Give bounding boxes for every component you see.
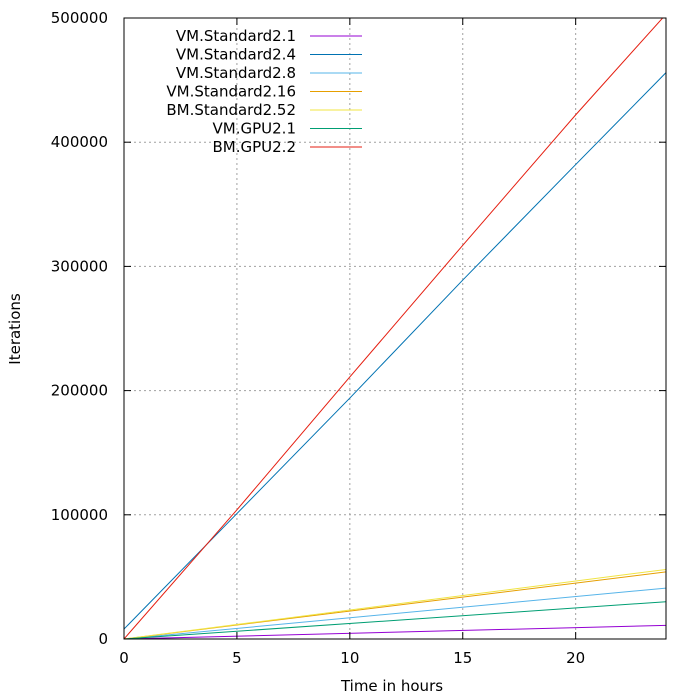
- x-tick-label: 0: [119, 649, 129, 667]
- series-line-1: [124, 624, 666, 639]
- series-line-2: [124, 72, 666, 630]
- y-tick-label: 100000: [51, 506, 108, 524]
- tick-labels: 0 5 10 15 20 0 100000 200000 300000 400000 500000: [51, 9, 585, 667]
- x-tick-label: 15: [453, 649, 472, 667]
- x-axis-title: Time in hours: [340, 677, 443, 695]
- legend-label: VM.Standard2.16: [166, 83, 296, 101]
- legend-label: BM.GPU2.2: [212, 138, 296, 156]
- series-lines: [124, 18, 666, 639]
- legend-label: VM.Standard2.4: [176, 46, 296, 64]
- y-tick-label: 200000: [51, 382, 108, 400]
- legend-label: BM.Standard2.52: [166, 101, 296, 119]
- x-tick-label: 10: [340, 649, 359, 667]
- y-tick-label: 500000: [51, 9, 108, 27]
- axis-ticks: [123, 17, 666, 640]
- legend-label: VM.Standard2.1: [176, 27, 296, 45]
- x-tick-label: 20: [566, 649, 585, 667]
- series-line-6: [124, 601, 666, 639]
- x-tick-label: 5: [232, 649, 242, 667]
- y-tick-label: 0: [98, 630, 108, 648]
- series-line-5: [124, 568, 666, 639]
- legend-label: VM.Standard2.8: [176, 64, 296, 82]
- legend-label: VM.GPU2.1: [213, 120, 296, 138]
- plot-frame: [123, 17, 667, 640]
- series-line-7: [124, 18, 664, 639]
- y-tick-label: 300000: [51, 257, 108, 275]
- series-line-3: [124, 587, 666, 639]
- y-axis-title: Iterations: [6, 293, 24, 365]
- legend: VM.Standard2.1VM.Standard2.4VM.Standard2…: [166, 27, 362, 156]
- grid: [124, 18, 666, 639]
- y-tick-label: 400000: [51, 133, 108, 151]
